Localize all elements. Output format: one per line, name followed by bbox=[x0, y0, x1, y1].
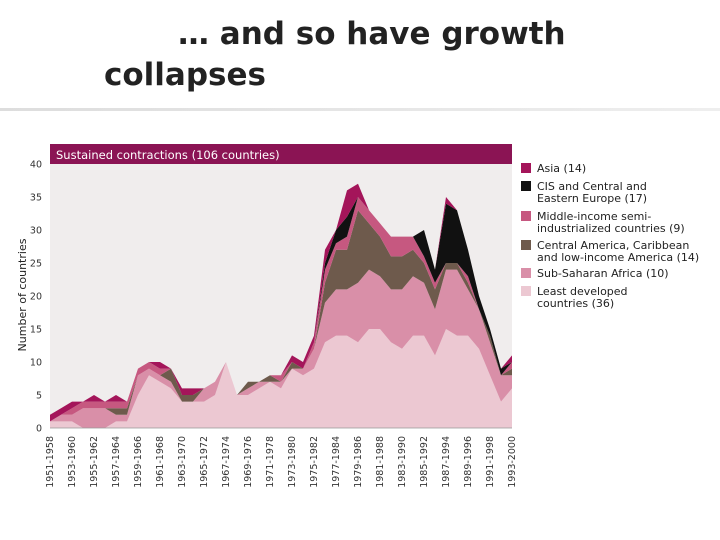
y-tick-label: 20 bbox=[30, 292, 42, 303]
legend: Asia (14) CIS and Central and Eastern Euro… bbox=[521, 162, 699, 310]
x-tick-label: 1991-1998 bbox=[485, 436, 496, 488]
x-tick-label: 1951-1958 bbox=[45, 436, 56, 488]
legend-swatch-central_america bbox=[521, 240, 531, 250]
chart-title: Sustained contractions (106 countries) bbox=[56, 148, 280, 162]
area-series-1 bbox=[50, 329, 512, 428]
legend-label-middle_income: Middle-income semi-industrialized countr… bbox=[537, 210, 685, 235]
x-tick-label: 1975-1982 bbox=[309, 436, 320, 488]
x-tick-label: 1985-1992 bbox=[419, 436, 430, 488]
x-tick-label: 1969-1976 bbox=[243, 436, 254, 488]
slide-title: … and so have growth collapses bbox=[104, 14, 566, 96]
y-tick-label: 15 bbox=[30, 325, 42, 336]
area-series-4 bbox=[50, 197, 512, 422]
x-tick-label: 1959-1966 bbox=[133, 436, 144, 488]
legend-swatch-asia bbox=[521, 163, 531, 173]
y-tick-label: 30 bbox=[30, 226, 42, 237]
x-tick-label: 1963-1970 bbox=[177, 436, 188, 488]
x-tick-label: 1955-1962 bbox=[89, 436, 100, 488]
chart-title-banner bbox=[50, 144, 512, 164]
x-tick-label: 1977-1984 bbox=[331, 436, 342, 488]
area-series-2 bbox=[50, 269, 512, 428]
x-tick-label: 1957-1964 bbox=[111, 436, 122, 488]
title-divider bbox=[0, 108, 720, 111]
legend-label-ldc: Least developed countries (36) bbox=[537, 285, 628, 310]
x-tick-label: 1953-1960 bbox=[67, 436, 78, 488]
legend-swatch-cis bbox=[521, 181, 531, 191]
x-tick-label: 1979-1986 bbox=[353, 436, 364, 488]
x-tick-label: 1973-1980 bbox=[287, 436, 298, 488]
legend-swatch-middle_income bbox=[521, 211, 531, 221]
y-tick-label: 5 bbox=[36, 391, 42, 402]
legend-label-central_america: Central America, Caribbean and low-income… bbox=[537, 239, 699, 264]
area-series-3 bbox=[50, 210, 512, 422]
legend-swatch-subsaharan bbox=[521, 268, 531, 278]
x-tick-label: 1961-1968 bbox=[155, 436, 166, 488]
slide-title-line2: collapses bbox=[104, 57, 266, 93]
x-tick-label: 1993-2000 bbox=[507, 436, 518, 488]
slide-title-line1: … and so have growth bbox=[178, 16, 566, 52]
y-tick-label: 35 bbox=[30, 193, 42, 204]
legend-label-subsaharan: Sub-Saharan Africa (10) bbox=[537, 267, 669, 280]
x-tick-label: 1971-1978 bbox=[265, 436, 276, 488]
y-tick-label: 40 bbox=[30, 160, 42, 171]
x-tick-label: 1965-1972 bbox=[199, 436, 210, 488]
y-tick-label: 0 bbox=[36, 424, 42, 435]
legend-label-cis: CIS and Central and Eastern Europe (17) bbox=[537, 180, 647, 205]
y-tick-label: 25 bbox=[30, 259, 42, 270]
x-tick-label: 1987-1994 bbox=[441, 436, 452, 488]
y-axis-label: Number of countries bbox=[16, 238, 29, 351]
area-series-6 bbox=[50, 183, 512, 422]
x-tick-label: 1983-1990 bbox=[397, 436, 408, 488]
x-tick-label: 1989-1996 bbox=[463, 436, 474, 488]
y-tick-label: 10 bbox=[30, 358, 42, 369]
legend-swatch-ldc bbox=[521, 286, 531, 296]
x-tick-label: 1967-1974 bbox=[221, 436, 232, 488]
legend-label-asia: Asia (14) bbox=[537, 162, 586, 175]
x-tick-label: 1981-1988 bbox=[375, 436, 386, 488]
